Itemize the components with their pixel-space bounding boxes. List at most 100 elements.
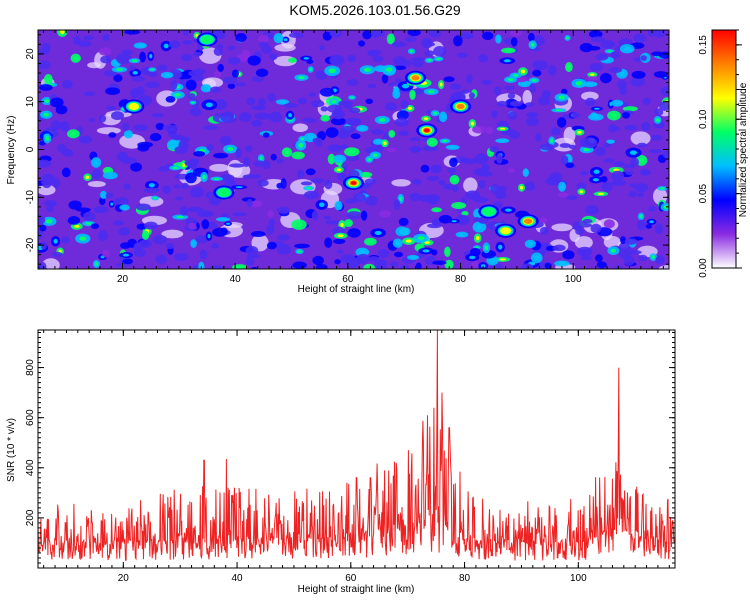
heatmap-blob-core <box>470 121 475 126</box>
heatmap-blob <box>356 253 370 264</box>
x-tick-label: 100 <box>570 573 587 584</box>
heatmap-x-axis: 20 40 60 80 100 <box>43 30 664 285</box>
heatmap-blob <box>152 234 168 245</box>
heatmap-blob-core <box>122 206 127 209</box>
heatmap-blob <box>528 32 535 42</box>
heatmap-blob-core <box>45 219 53 224</box>
heatmap-blob <box>144 221 158 230</box>
heatmap-blob-core <box>531 78 537 82</box>
heatmap-blob <box>201 211 215 217</box>
heatmap-blob <box>292 261 307 269</box>
heatmap-blob <box>102 33 110 42</box>
heatmap-blob <box>184 159 200 167</box>
heatmap-blob <box>91 168 102 180</box>
heatmap-blob <box>181 54 193 62</box>
heatmap-blob <box>201 219 210 230</box>
heatmap-blob <box>365 98 374 105</box>
heatmap-blob <box>124 30 141 35</box>
heatmap-pale-patch <box>391 179 411 187</box>
heatmap-blob-core <box>340 222 344 228</box>
heatmap-blob <box>603 158 615 163</box>
heatmap-blob <box>330 117 347 126</box>
y-tick-label: -10 <box>25 190 36 205</box>
heatmap-blob <box>185 79 197 91</box>
heatmap-blob-core <box>422 249 430 253</box>
heatmap-blob <box>625 170 635 176</box>
heatmap-blob <box>377 248 390 259</box>
heatmap-blob-core <box>445 249 449 255</box>
heatmap-blob <box>575 227 584 235</box>
heatmap-blob-core <box>619 71 625 76</box>
heatmap-blob-core <box>350 96 354 99</box>
heatmap-blob-core <box>363 67 371 72</box>
heatmap-blob <box>346 79 359 86</box>
heatmap-blob <box>521 263 534 269</box>
heatmap-blob <box>315 264 328 269</box>
heatmap-blob-core <box>651 255 655 259</box>
heatmap-blob-core <box>148 183 155 188</box>
heatmap-blob <box>38 214 46 226</box>
heatmap-blob <box>41 173 55 182</box>
heatmap-blob <box>258 34 269 44</box>
heatmap-blob-core <box>395 241 400 246</box>
y-tick-label: 10 <box>25 96 36 108</box>
heatmap-blob <box>610 51 621 59</box>
heatmap-blob <box>398 130 410 136</box>
heatmap-blob <box>633 33 647 43</box>
heatmap-blob <box>648 206 657 212</box>
heatmap-hotspot <box>200 35 214 44</box>
heatmap-y-label: Frequency (Hz) <box>6 116 17 185</box>
heatmap-blob <box>189 107 202 117</box>
heatmap-blob <box>381 74 389 84</box>
heatmap-blob <box>39 262 47 269</box>
heatmap-blob-core <box>608 140 613 143</box>
heatmap-blob <box>600 72 612 84</box>
heatmap-hotspot <box>423 128 430 133</box>
heatmap-blob <box>61 167 71 178</box>
heatmap-blob-core <box>284 150 290 155</box>
heatmap-blob <box>266 241 277 250</box>
heatmap-blob <box>40 241 47 250</box>
heatmap-blob <box>294 243 310 249</box>
heatmap-blob-core <box>499 258 507 261</box>
heatmap-blob-core <box>110 202 114 206</box>
heatmap-blob-core <box>383 141 387 145</box>
heatmap-blob <box>268 111 283 123</box>
heatmap-blob <box>391 41 407 48</box>
heatmap-blob <box>78 40 92 48</box>
heatmap-blob <box>494 86 502 96</box>
heatmap-blob <box>311 210 319 221</box>
heatmap-hotspot <box>217 188 231 197</box>
heatmap-cells <box>38 30 669 269</box>
heatmap-blob-core <box>79 236 87 241</box>
heatmap-pale-patch <box>630 131 651 146</box>
heatmap-blob <box>139 51 146 63</box>
heatmap-blob <box>468 92 476 99</box>
heatmap-blob <box>453 35 463 47</box>
heatmap-blob <box>182 30 189 36</box>
heatmap-blob-core <box>520 69 526 74</box>
heatmap-blob-core <box>298 143 304 148</box>
heatmap-blob-core <box>579 190 584 194</box>
heatmap-blob <box>544 262 552 269</box>
heatmap-blob <box>266 223 275 235</box>
heatmap-blob <box>148 71 158 78</box>
heatmap-blob-core <box>153 196 157 200</box>
heatmap-blob <box>623 164 636 169</box>
heatmap-blob <box>270 153 277 161</box>
heatmap-blob <box>474 153 489 165</box>
heatmap-blob <box>276 234 290 241</box>
heatmap-blob <box>88 117 95 123</box>
heatmap-blob-core <box>328 68 336 74</box>
heatmap-blob-core <box>417 236 425 241</box>
heatmap-blob-core <box>439 82 443 87</box>
heatmap-pale-patch <box>38 184 56 196</box>
heatmap-blob <box>639 168 651 176</box>
heatmap-blob <box>553 244 566 252</box>
heatmap-blob-core <box>441 114 445 120</box>
heatmap-blob <box>336 172 348 181</box>
snr-y-axis: 200 400 600 800 <box>25 332 675 569</box>
heatmap-blob-core <box>476 224 483 230</box>
heatmap-blob-core <box>659 187 665 190</box>
